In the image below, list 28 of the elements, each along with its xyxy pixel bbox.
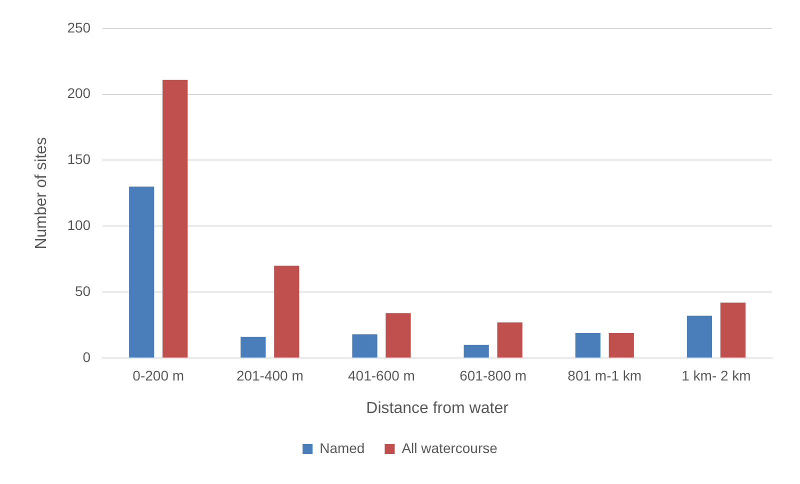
y-tick-label: 100 — [67, 217, 91, 234]
bar — [497, 322, 522, 358]
x-tick-label: 601-800 m — [460, 367, 527, 384]
bar — [240, 336, 266, 358]
x-axis-title: Distance from water — [366, 400, 510, 417]
y-tick-label: 0 — [82, 348, 91, 365]
y-tick-label: 200 — [67, 85, 91, 102]
bar — [386, 313, 411, 358]
legend-label: All watercourse — [402, 440, 498, 456]
x-tick-label: 0-200 m — [132, 367, 184, 384]
legend-label: Named — [320, 440, 365, 456]
y-tick-label: 250 — [67, 19, 91, 36]
bar — [608, 332, 634, 358]
y-tick-label: 50 — [74, 282, 91, 299]
x-tick-label: 401-600 m — [348, 367, 415, 384]
bar — [686, 316, 712, 358]
bar — [464, 344, 489, 358]
y-axis-title: Number of sites — [33, 137, 50, 250]
bar — [352, 334, 378, 358]
bar — [162, 80, 188, 358]
x-tick-label: 1 km- 2 km — [682, 367, 751, 384]
x-tick-label: 801 m-1 km — [568, 367, 642, 384]
bar — [274, 266, 300, 358]
y-tick-label: 150 — [67, 151, 91, 168]
bar — [129, 186, 154, 358]
x-tick-label: 201-400 m — [236, 367, 304, 384]
bar — [575, 332, 600, 358]
bar — [720, 302, 746, 358]
